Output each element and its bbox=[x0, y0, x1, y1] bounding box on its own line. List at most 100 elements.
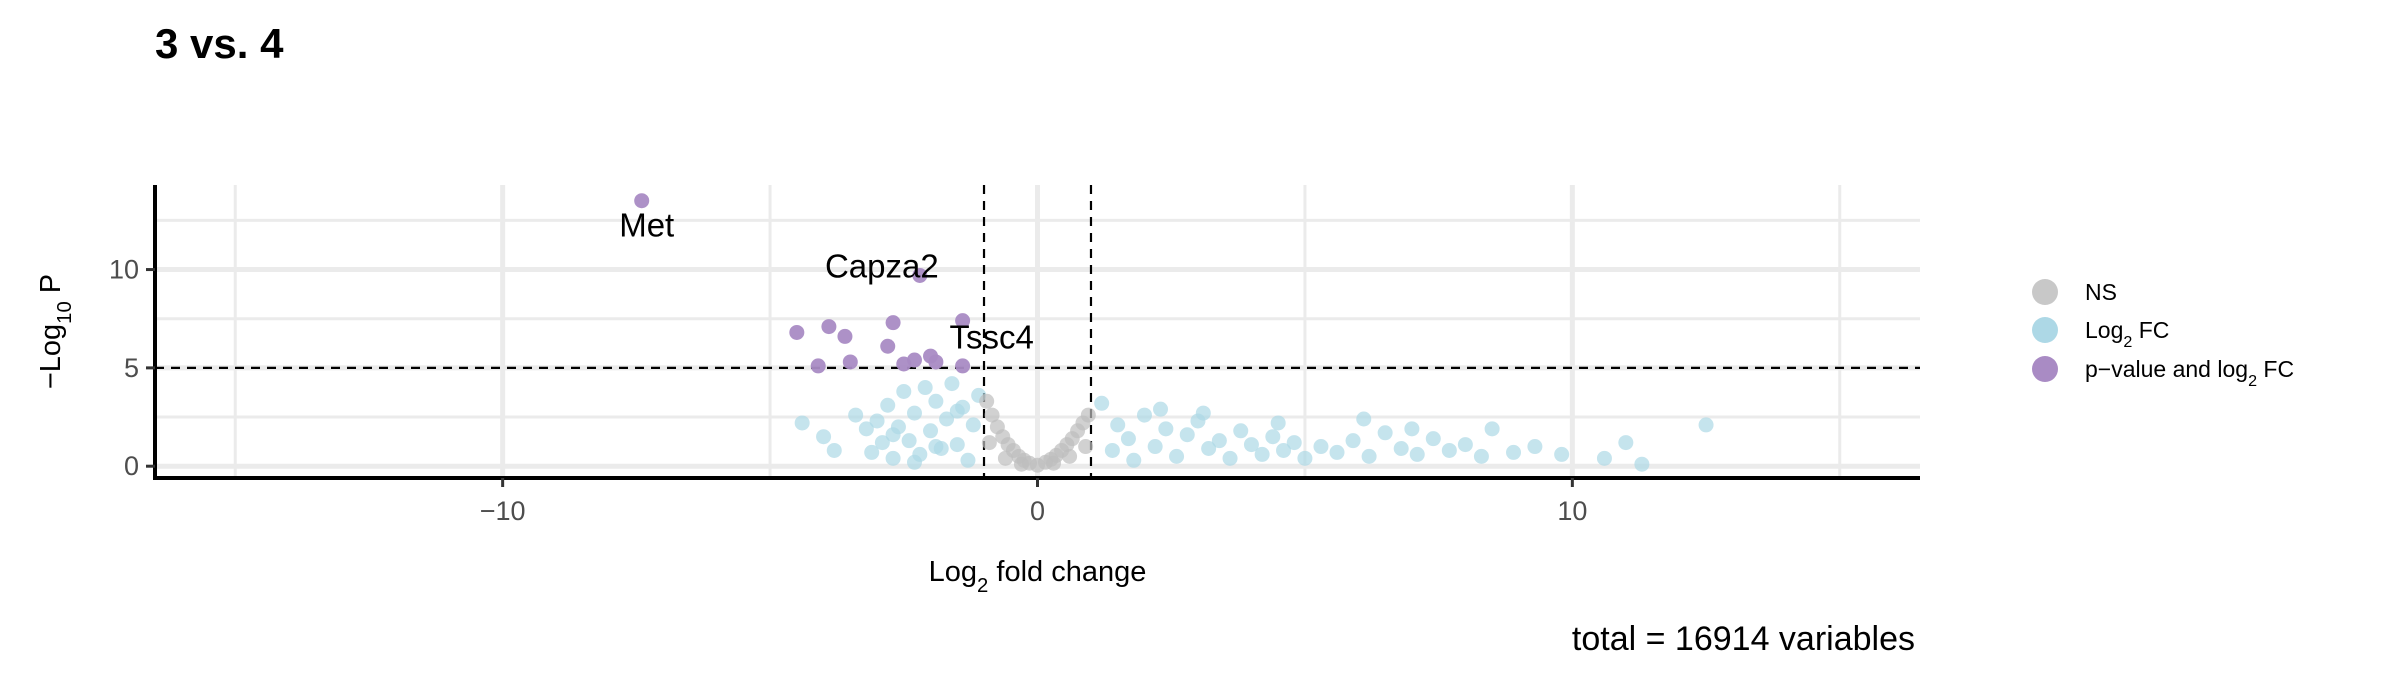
point-fc bbox=[906, 454, 922, 470]
point-fc bbox=[1329, 444, 1345, 460]
point-ns bbox=[984, 407, 1000, 423]
point-fc bbox=[1153, 401, 1169, 417]
point-fc bbox=[1356, 411, 1372, 427]
point-fc bbox=[1233, 423, 1249, 439]
point-fc bbox=[1506, 444, 1522, 460]
point-fc bbox=[1286, 435, 1302, 451]
point-ns bbox=[979, 393, 995, 409]
point-fc bbox=[939, 411, 955, 427]
point-pfc bbox=[634, 193, 650, 209]
point-ns bbox=[997, 450, 1013, 466]
point-fc bbox=[1179, 427, 1195, 443]
point-fc bbox=[1136, 407, 1152, 423]
point-fc bbox=[901, 433, 917, 449]
point-pfc bbox=[842, 354, 858, 370]
point-fc bbox=[1313, 439, 1329, 455]
point-pfc bbox=[912, 267, 928, 283]
point-labels: Met Capza2 Tssc4 bbox=[619, 207, 1034, 356]
point-fc bbox=[1201, 441, 1217, 457]
legend-label-pfc: p−value and log2 FC bbox=[2085, 356, 2294, 390]
point-ns bbox=[1046, 455, 1062, 471]
point-fc bbox=[1618, 435, 1634, 451]
point-fc bbox=[1270, 415, 1286, 431]
point-pfc bbox=[789, 324, 805, 340]
point-fc bbox=[1222, 450, 1238, 466]
point-fc bbox=[960, 452, 976, 468]
point-fc bbox=[869, 413, 885, 429]
x-tick-label: −10 bbox=[480, 496, 526, 526]
point-fc bbox=[1393, 441, 1409, 457]
y-axis-title: −Log10 P bbox=[35, 274, 76, 389]
point-ns bbox=[1062, 448, 1078, 464]
point-fc bbox=[965, 417, 981, 433]
point-fc bbox=[917, 380, 933, 396]
point-fc bbox=[1484, 421, 1500, 437]
point-fc bbox=[949, 403, 965, 419]
point-fc bbox=[1265, 429, 1281, 445]
x-tick-label: 0 bbox=[1030, 496, 1045, 526]
point-pfc bbox=[896, 356, 912, 372]
point-fc bbox=[816, 429, 832, 445]
legend-label-ns: NS bbox=[2085, 279, 2117, 305]
point-fc bbox=[1345, 433, 1361, 449]
point-fc bbox=[1377, 425, 1393, 441]
point-fc bbox=[1425, 431, 1441, 447]
point-fc bbox=[1473, 448, 1489, 464]
point-fc bbox=[1126, 452, 1142, 468]
point-fc bbox=[1104, 442, 1120, 458]
point-fc bbox=[928, 393, 944, 409]
point-label: Capza2 bbox=[825, 247, 939, 284]
point-fc bbox=[1094, 395, 1110, 411]
point-fc bbox=[906, 405, 922, 421]
point-fc bbox=[1457, 437, 1473, 453]
point-pfc bbox=[880, 338, 896, 354]
point-fc bbox=[885, 450, 901, 466]
y-tick-label: 10 bbox=[109, 255, 139, 285]
point-fc bbox=[826, 442, 842, 458]
y-tick-label: 5 bbox=[124, 353, 139, 383]
point-pfc bbox=[928, 354, 944, 370]
point-fc bbox=[923, 423, 939, 439]
point-fc bbox=[885, 427, 901, 443]
point-fc bbox=[1297, 450, 1313, 466]
point-fc bbox=[874, 435, 890, 451]
point-fc bbox=[896, 383, 912, 399]
legend-key-pfc bbox=[2032, 356, 2058, 382]
point-fc bbox=[1243, 437, 1259, 453]
point-pfc bbox=[955, 313, 971, 329]
point-fc bbox=[1409, 446, 1425, 462]
point-fc bbox=[848, 407, 864, 423]
data-points bbox=[634, 193, 1714, 473]
point-fc bbox=[1404, 421, 1420, 437]
point-fc bbox=[949, 437, 965, 453]
point-ns bbox=[1078, 439, 1094, 455]
point-label: Met bbox=[619, 207, 674, 244]
legend-key-fc bbox=[2032, 317, 2058, 343]
legend: NS Log2 FC p−value and log2 FC bbox=[2032, 279, 2294, 390]
point-fc bbox=[1169, 448, 1185, 464]
cutoff-lines bbox=[155, 185, 1920, 478]
point-pfc bbox=[955, 358, 971, 374]
grid-lines bbox=[155, 185, 1920, 478]
point-fc bbox=[928, 439, 944, 455]
axes: −10 0 10 0 5 10 Log2 fold change −Log10 P bbox=[35, 185, 1920, 597]
point-pfc bbox=[837, 328, 853, 344]
legend-key-ns bbox=[2032, 279, 2058, 305]
chart-title: 3 vs. 4 bbox=[155, 20, 284, 67]
point-pfc bbox=[810, 358, 826, 374]
y-tick-label: 0 bbox=[124, 451, 139, 481]
point-fc bbox=[1120, 431, 1136, 447]
point-pfc bbox=[821, 319, 837, 335]
point-fc bbox=[864, 444, 880, 460]
point-fc bbox=[1634, 456, 1650, 472]
point-fc bbox=[1361, 448, 1377, 464]
point-fc bbox=[1158, 421, 1174, 437]
point-fc bbox=[1527, 439, 1543, 455]
point-fc bbox=[858, 421, 874, 437]
point-label: Tssc4 bbox=[949, 319, 1033, 356]
point-fc bbox=[1147, 439, 1163, 455]
point-fc bbox=[794, 415, 810, 431]
x-axis-title: Log2 fold change bbox=[929, 556, 1147, 597]
point-fc bbox=[1441, 442, 1457, 458]
point-fc bbox=[1211, 433, 1227, 449]
